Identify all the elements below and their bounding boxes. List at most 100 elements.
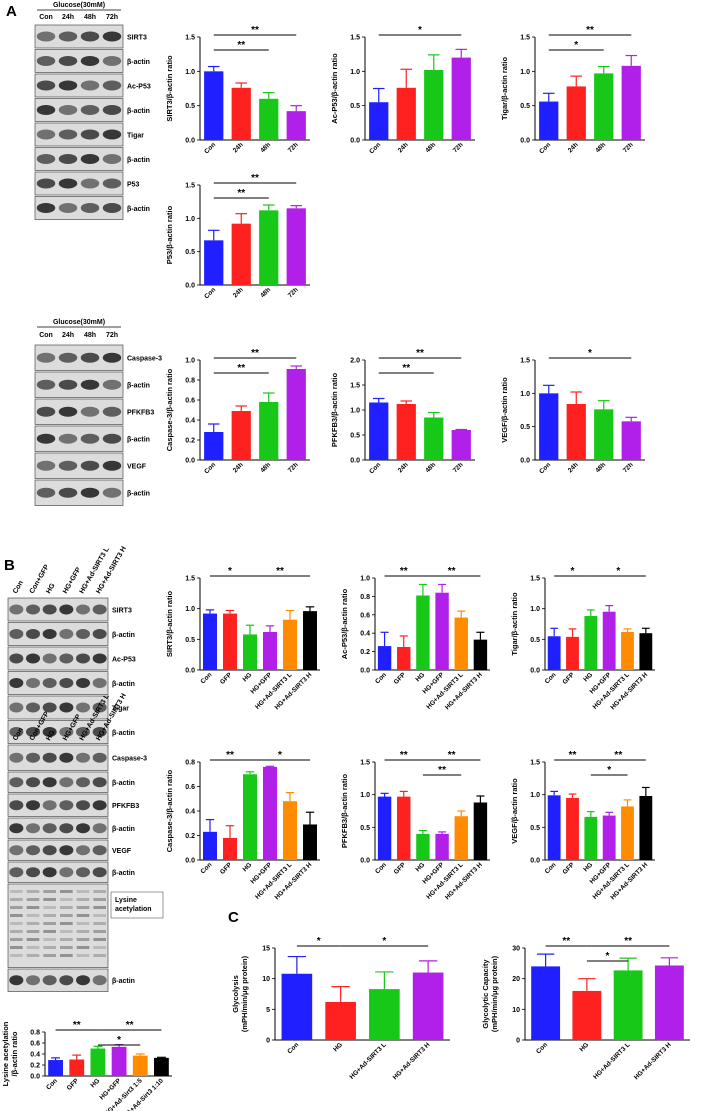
y-tick-label: 0.4	[360, 631, 370, 638]
error-bar	[262, 392, 275, 402]
chart: 0.0 0.5 1.0 1.5 Ac-P53/β-actin ratio Con 24h 48…	[330, 25, 475, 155]
band	[58, 460, 78, 471]
significance-label: **	[237, 188, 245, 199]
band	[36, 202, 56, 213]
band	[26, 653, 40, 664]
band	[26, 628, 40, 639]
lane-label: Con	[39, 332, 53, 339]
bar	[283, 619, 297, 670]
band	[59, 628, 74, 639]
band	[36, 55, 56, 66]
x-tick-label: 24h	[232, 141, 245, 154]
band	[102, 55, 122, 66]
error-bar	[245, 771, 255, 775]
y-tick-label: 1.0	[360, 792, 370, 799]
band	[58, 433, 78, 444]
band	[36, 379, 56, 390]
y-tick-label: 0.5	[360, 825, 370, 832]
y-axis-label: Ac-P53/β-actin ratio	[330, 53, 339, 124]
band	[76, 954, 90, 957]
blot-row-label: β-actin	[127, 383, 150, 390]
x-tick-label: Con	[538, 461, 552, 475]
blot-row-label: β-actin	[112, 632, 135, 639]
band	[76, 890, 90, 893]
bar	[639, 795, 653, 860]
band	[36, 460, 56, 471]
bar	[566, 797, 579, 860]
y-tick-label: 0.2	[185, 438, 195, 445]
bar	[396, 404, 416, 460]
bar	[621, 631, 634, 670]
bar	[454, 816, 468, 860]
error-bar	[586, 609, 595, 617]
error-bar	[207, 229, 220, 241]
chart: 0.0 0.2 0.4 0.6 0.8 Caspase-3/β-actin ratio Co…	[165, 750, 320, 901]
label-box	[110, 891, 164, 919]
bar	[621, 65, 641, 140]
x-tick-label: 48h	[259, 461, 272, 474]
significance-label: *	[607, 765, 611, 776]
x-tick-label: Con	[200, 671, 214, 685]
y-tick-label: 0.5	[185, 637, 195, 644]
y-tick-label: 0.0	[185, 668, 195, 675]
blot-row-label: Lysine acetylation	[115, 897, 152, 913]
x-tick-label: 72h	[622, 141, 635, 154]
blot-row-label: β-actin	[127, 157, 150, 164]
bar	[594, 409, 614, 460]
x-tick-label: GFP	[562, 671, 577, 686]
y-tick-label: 0.0	[30, 1074, 40, 1081]
band	[60, 930, 73, 933]
x-tick-label: HG+Ad-SIRT3 H	[444, 671, 484, 711]
x-tick-label: Con	[544, 671, 558, 685]
bar	[223, 613, 237, 670]
band	[58, 202, 78, 213]
error-bar	[285, 609, 295, 620]
error-bar	[427, 54, 440, 70]
y-tick-label: 0.5	[530, 825, 540, 832]
blot-row-label: SIRT3	[127, 34, 147, 41]
bar	[654, 965, 684, 1040]
bar	[243, 774, 257, 860]
blot-strip	[7, 861, 109, 883]
y-tick-label: 1.0	[185, 606, 195, 613]
error-bar	[399, 790, 408, 797]
x-tick-label: 72h	[622, 461, 635, 474]
error-bar	[578, 978, 596, 991]
significance-label: **	[251, 25, 259, 36]
blot-strip	[34, 171, 124, 196]
x-tick-label: 48h	[259, 141, 272, 154]
x-tick-label: 48h	[424, 461, 437, 474]
bar	[531, 966, 561, 1040]
bar	[566, 636, 579, 670]
band	[9, 800, 24, 811]
bar	[435, 592, 449, 670]
band	[76, 823, 90, 834]
blot-strip	[34, 196, 124, 220]
band	[42, 777, 57, 788]
y-tick-label: 1.0	[520, 391, 530, 398]
y-axis-label: SIRT3/β-actin ratio	[165, 55, 174, 122]
bar	[259, 210, 279, 285]
band	[102, 406, 122, 417]
band	[93, 938, 106, 941]
y-tick-label: 0.5	[185, 103, 195, 110]
band	[102, 352, 122, 363]
x-tick-label: GFP	[219, 671, 234, 686]
y-tick-label: 0.0	[350, 138, 360, 145]
blot-row-label: Tigar	[127, 132, 144, 139]
x-tick-label: 72h	[287, 286, 300, 299]
chart: 0.0 0.5 1.0 1.5 VEGF/β-actin ratio Con 24h 48h 7…	[500, 348, 645, 475]
significance-label: **	[251, 348, 259, 359]
band	[76, 914, 90, 917]
bar	[424, 417, 444, 460]
error-bar	[623, 799, 632, 807]
blot-row-label: β-actin	[127, 437, 150, 444]
error-bar	[438, 583, 447, 593]
significance-label: **	[226, 750, 234, 761]
y-axis-label: /β-actin ratio	[10, 1031, 19, 1076]
chart: 0.0 0.5 1.0 1.5 SIRT3/β-actin ratio Con GFP HG H…	[165, 566, 320, 711]
bar	[424, 69, 444, 140]
y-axis-label: P53/β-actin ratio	[165, 205, 174, 264]
